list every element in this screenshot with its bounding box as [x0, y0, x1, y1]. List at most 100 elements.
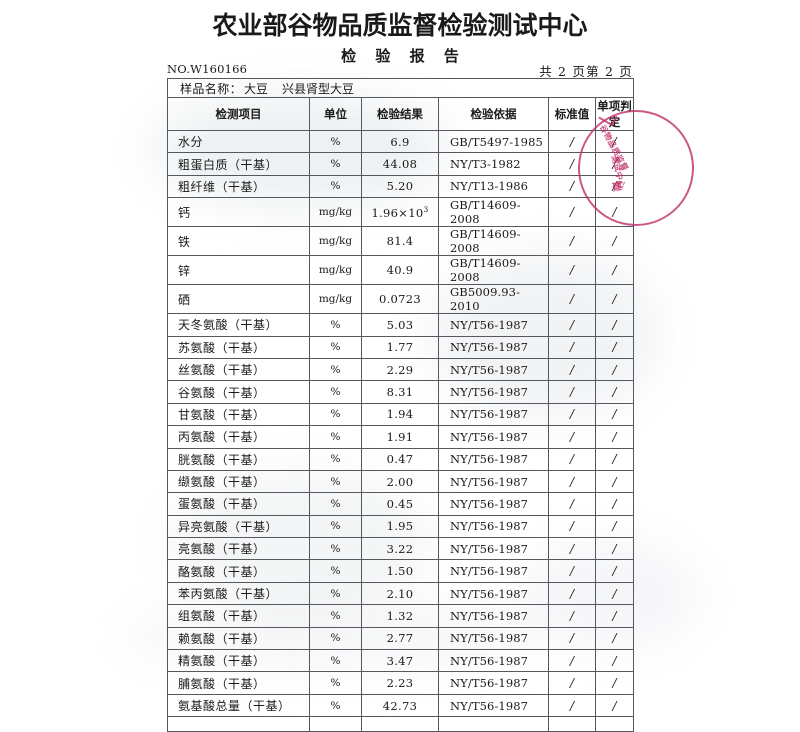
cell-item: 钙	[167, 197, 310, 228]
cell-basis: NY/T3-1982	[438, 152, 549, 176]
cell-unit: %	[309, 129, 362, 154]
cell-verdict: /	[594, 255, 635, 286]
cell-basis: NY/T56-1987	[438, 649, 549, 673]
cell-result: 2.23	[361, 671, 439, 695]
cell-basis: NY/T56-1987	[438, 559, 549, 583]
cell-basis: NY/T56-1987	[438, 447, 549, 471]
cell-unit: %	[309, 492, 362, 516]
page-count: 共 2 页第 2 页	[539, 64, 633, 79]
cell-verdict: /	[594, 425, 635, 449]
cell-standard: /	[548, 335, 596, 359]
cell-verdict: /	[594, 626, 635, 651]
cell-standard: /	[548, 693, 596, 718]
table-row: 铁 mg/kg 81.4 GB/T14609-2008//	[167, 226, 635, 257]
cell-item: 天冬氨酸（干基）	[167, 313, 310, 337]
cell-standard: /	[548, 559, 596, 583]
cell-basis: NY/T56-1987	[438, 626, 549, 651]
sample-name-cell: 样品名称： 大豆 兴县肾型大豆	[166, 78, 635, 98]
inspection-results-table: 样品名称： 大豆 兴县肾型大豆 检测项目 单位 检验结果 检验依据 标准值 单项判定 水分% 6.9…	[166, 78, 635, 732]
cell-verdict: /	[594, 581, 635, 606]
cell-standard: /	[548, 152, 596, 176]
cell-result: 81.4	[361, 226, 439, 257]
cell-standard: /	[548, 284, 596, 315]
cell-verdict: /	[594, 492, 635, 516]
cell-basis: GB/T14609-2008	[438, 197, 549, 228]
cell-unit: mg/kg	[309, 226, 362, 257]
cell-standard: /	[548, 514, 596, 539]
table-row: 锌 mg/kg 40.9 GB/T14609-2008//	[167, 255, 635, 286]
cell-unit: %	[309, 152, 362, 176]
cell-unit: %	[309, 581, 362, 606]
cell-empty	[361, 716, 439, 732]
cell-item: 氨基酸总量（干基）	[167, 693, 310, 718]
table-row: 粗纤维（干基）% 5.20 NY/T13-1986//	[167, 174, 635, 199]
cell-result: 3.47	[361, 649, 439, 673]
cell-item: 粗纤维（干基）	[167, 174, 310, 199]
cell-basis: NY/T56-1987	[438, 380, 549, 404]
cell-basis: NY/T56-1987	[438, 514, 549, 539]
cell-standard: /	[548, 649, 596, 673]
cell-unit: %	[309, 604, 362, 628]
cell-empty	[438, 716, 549, 732]
cell-basis: NY/T56-1987	[438, 693, 549, 718]
table-row: 钙 mg/kg 1.96×103 GB/T14609-2008//	[167, 197, 635, 228]
cell-unit: %	[309, 425, 362, 449]
cell-item: 赖氨酸（干基）	[167, 626, 310, 651]
sample-name-value: 大豆	[244, 81, 269, 96]
table-row: 苏氨酸（干基）% 1.77 NY/T56-1987//	[167, 335, 635, 359]
column-header-4: 标准值	[548, 97, 596, 131]
cell-unit: %	[309, 357, 362, 382]
cell-result: 2.29	[361, 357, 439, 382]
cell-unit: %	[309, 469, 362, 494]
cell-verdict: /	[594, 380, 635, 404]
cell-standard: /	[548, 313, 596, 337]
document-subtitle: 检 验 报 告	[341, 47, 466, 65]
cell-standard: /	[548, 226, 596, 257]
cell-empty	[167, 716, 310, 732]
table-row: 蛋氨酸（干基）% 0.45 NY/T56-1987//	[167, 492, 635, 516]
cell-standard: /	[548, 537, 596, 561]
cell-result: 0.47	[361, 447, 439, 471]
cell-result: 2.77	[361, 626, 439, 651]
cell-item: 苯丙氨酸（干基）	[167, 581, 310, 606]
cell-standard: /	[548, 174, 596, 199]
cell-standard: /	[548, 402, 596, 427]
cell-verdict: /	[594, 284, 635, 315]
table-row: 缬氨酸（干基）% 2.00 NY/T56-1987//	[167, 469, 635, 494]
cell-result: 1.50	[361, 559, 439, 583]
cell-basis: NY/T56-1987	[438, 402, 549, 427]
cell-verdict: /	[594, 469, 635, 494]
cell-unit: %	[309, 671, 362, 695]
cell-verdict: /	[594, 693, 635, 718]
table-row: 丙氨酸（干基）% 1.91 NY/T56-1987//	[167, 425, 635, 449]
cell-result: 0.45	[361, 492, 439, 516]
cell-result: 1.95	[361, 514, 439, 539]
cell-basis: NY/T56-1987	[438, 671, 549, 695]
report-page: 农业部谷物品质监督检验测试中心 检 验 报 告 NO.W160166 共 2 页…	[150, 11, 702, 732]
sample-name-row: 样品名称： 大豆 兴县肾型大豆	[166, 78, 635, 98]
cell-item: 硒	[167, 284, 310, 315]
cell-result: 1.96×103	[361, 197, 439, 228]
table-row: 异亮氨酸（干基）% 1.95 NY/T56-1987//	[167, 514, 635, 539]
cell-standard: /	[548, 469, 596, 494]
document-title: 农业部谷物品质监督检验测试中心	[212, 11, 588, 40]
cell-unit: %	[309, 335, 362, 359]
cell-unit: %	[309, 537, 362, 561]
table-row: 酪氨酸（干基）% 1.50 NY/T56-1987//	[167, 559, 635, 583]
cell-item: 酪氨酸（干基）	[167, 559, 310, 583]
cell-result: 42.73	[361, 693, 439, 718]
cell-verdict: /	[594, 197, 635, 228]
table-row: 赖氨酸（干基）% 2.77 NY/T56-1987//	[167, 626, 635, 651]
cell-item: 甘氨酸（干基）	[167, 402, 310, 427]
sample-name-label: 样品名称：	[180, 81, 243, 96]
cell-item: 锌	[167, 255, 310, 286]
table-row: 水分% 6.9 GB/T5497-1985//	[167, 129, 635, 154]
result-exponent: 3	[423, 204, 429, 214]
table-row: 天冬氨酸（干基）% 5.03 NY/T56-1987//	[167, 313, 635, 337]
cell-unit: %	[309, 174, 362, 199]
cell-basis: NY/T56-1987	[438, 357, 549, 382]
cell-verdict: /	[594, 537, 635, 561]
cell-result: 5.03	[361, 313, 439, 337]
cell-unit: mg/kg	[309, 284, 362, 315]
table-row: 氨基酸总量（干基）% 42.73 NY/T56-1987//	[167, 693, 635, 718]
